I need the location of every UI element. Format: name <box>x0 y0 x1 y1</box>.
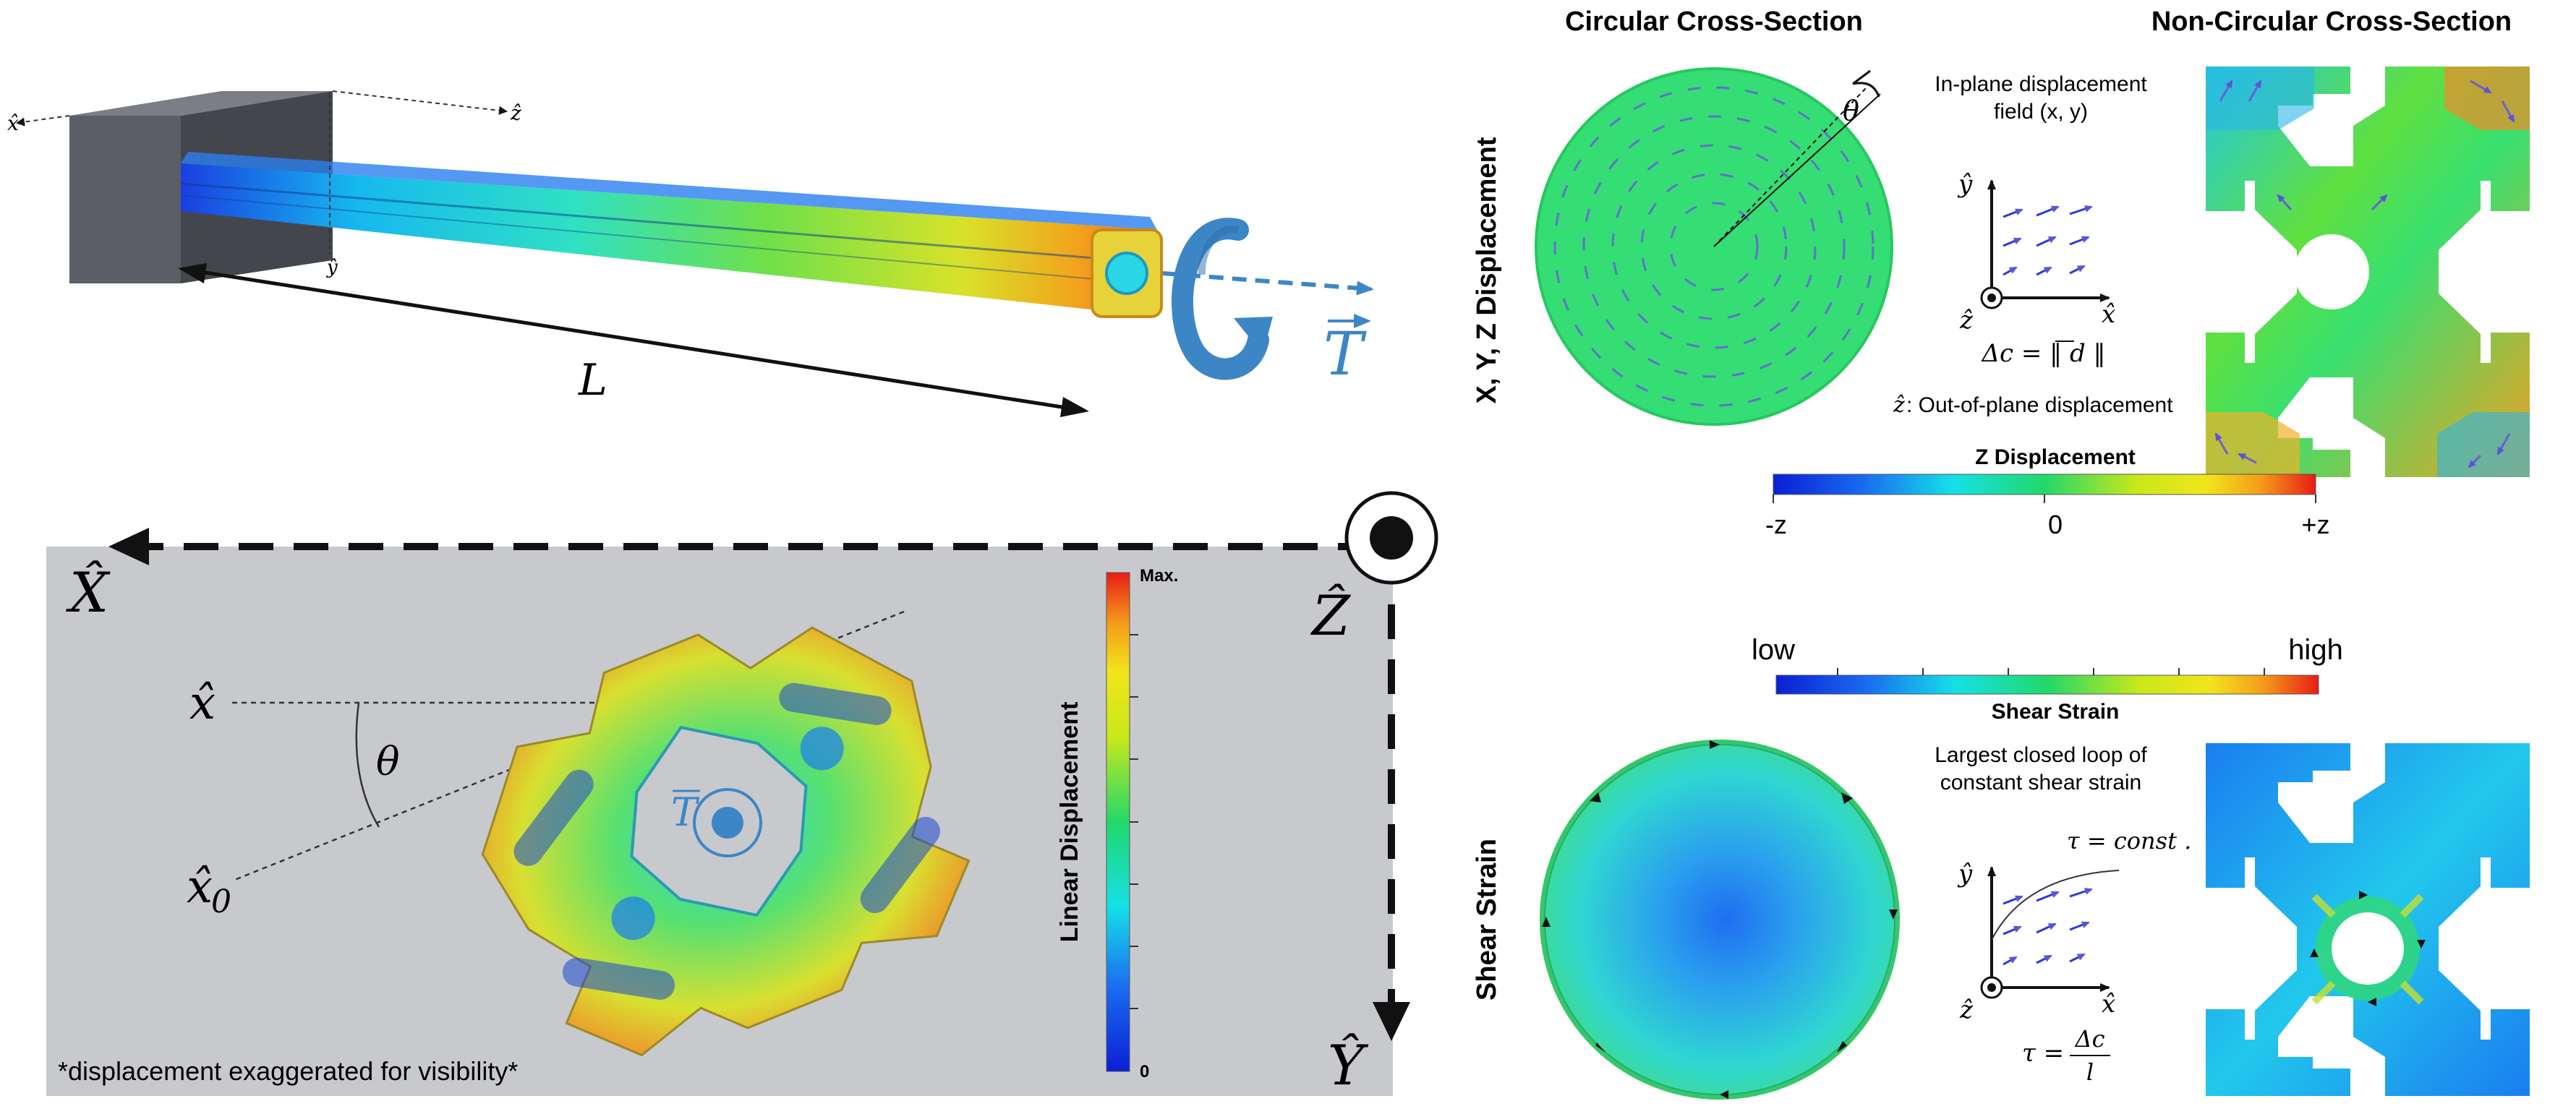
wall-top-face <box>69 91 333 116</box>
inplane-text-line2: field (x, y) <box>1994 100 2088 124</box>
tau-formula-denominator: l <box>2086 1058 2094 1086</box>
linear-displacement-colorbar <box>1106 572 1130 1072</box>
big-x-axis-arrowhead <box>108 528 149 565</box>
circular-displacement-disk: θ <box>1535 67 1893 426</box>
z-note-symbol: ẑ <box>1893 393 1905 418</box>
loop-text-line1: Largest closed loop of <box>1935 743 2147 767</box>
beam-panel: x̂ ẑ ŷ L T <box>7 90 1374 417</box>
shear-high-label: high <box>2288 634 2343 666</box>
tau-formula-numerator: Δc <box>2073 1025 2104 1053</box>
beam-slot-line <box>180 182 1158 265</box>
big-y-axis-arrowhead <box>1373 1002 1410 1041</box>
disk-theta-label: θ <box>1843 95 1859 127</box>
shear-strain-colorbar <box>1775 675 2319 695</box>
small-x0-subscript: 0 <box>211 883 231 920</box>
colorbar-ticks <box>1130 634 1138 1009</box>
beam-x-axis <box>16 115 70 127</box>
small-x-label: x̂ <box>189 677 216 730</box>
beam-body <box>181 163 1157 317</box>
length-arrowhead-right <box>1060 397 1089 417</box>
right-panel: Circular Cross-Section Non-Circular Cros… <box>1472 7 2530 1100</box>
length-label: L <box>578 355 607 406</box>
torque-label: T <box>1323 320 1367 389</box>
z-displacement-title: Z Displacement <box>1975 445 2136 469</box>
circular-shear-disk <box>1540 740 1900 1100</box>
big-axis-z-label: Ẑ <box>1310 583 1351 648</box>
rotation-theta-label: θ <box>376 739 400 784</box>
tau-formula-lhs: τ = <box>2022 1039 2064 1068</box>
beam-top-edge <box>181 152 1157 230</box>
shear-axis-x-label: x̂ <box>2102 990 2115 1019</box>
loop-text-line2: constant shear strain <box>1940 771 2141 795</box>
z-note-text: : Out-of-plane displacement <box>1906 393 2173 417</box>
colorbar-title: Linear Displacement <box>1056 702 1083 943</box>
z-colorbar-ticks <box>1773 494 2316 503</box>
inplane-axis-y-label: ŷ <box>1957 170 1973 199</box>
beam-axis-x-label: x̂ <box>7 111 19 135</box>
center-torque-ring <box>693 788 762 857</box>
shear-axis-z-label: ẑ <box>1959 995 1974 1024</box>
column-title-circular: Circular Cross-Section <box>1565 7 1863 37</box>
theta-arc <box>355 702 380 828</box>
z-displacement-colorbar <box>1773 474 2316 495</box>
z-displacement-min-label: -z <box>1765 510 1787 539</box>
shear-low-label: low <box>1752 634 1795 666</box>
center-torque-label: T <box>671 789 700 835</box>
center-torque-dot <box>712 807 743 839</box>
torque-curl-icon <box>1171 218 1269 380</box>
beam-axis-z-label: ẑ <box>510 101 521 125</box>
small-x0-label: x̂ <box>187 860 213 914</box>
colorbar-min-label: 0 <box>1140 1062 1149 1082</box>
beam-axis-y-label: ŷ <box>326 257 338 278</box>
shear-axis-y-label: ŷ <box>1957 860 1973 889</box>
row-label-displacement: X, Y, Z Displacement <box>1472 137 1502 403</box>
rotation-panel: X̂ Ẑ Ŷ x̂ x̂ 0 θ T Max. 0 L <box>46 491 1438 1097</box>
beam-z-axis <box>332 90 508 115</box>
shear-axes-diagram: ŷ x̂ ẑ <box>1957 860 2120 1024</box>
colorbar-max-label: Max. <box>1140 566 1178 586</box>
inplane-axis-z-label: ẑ <box>1959 306 1974 335</box>
shear-colorbar-ticks <box>1837 668 2265 675</box>
z-displacement-max-label: +z <box>2301 510 2329 539</box>
inplane-axes-diagram: ŷ x̂ ẑ <box>1957 170 2115 335</box>
length-dimension-line <box>182 267 1086 413</box>
z-displacement-mid-label: 0 <box>2048 510 2063 539</box>
noncircular-shear-profile <box>2206 743 2530 1096</box>
delta-c-formula: Δc = ‖ d ‖ <box>1980 339 2105 368</box>
inplane-axis-x-label: x̂ <box>2102 300 2115 329</box>
displacement-footnote: *displacement exaggerated for visibility… <box>58 1056 518 1086</box>
rotated-profile-icon <box>481 626 971 1057</box>
beam-slot-line-2 <box>180 194 1158 286</box>
inplane-text-line1: In-plane displacement <box>1935 72 2147 96</box>
wall-front-face <box>69 116 181 283</box>
beam-end-face <box>1091 228 1163 318</box>
column-title-noncircular: Non-Circular Cross-Section <box>2151 7 2512 37</box>
big-axis-y-label: Ŷ <box>1328 1032 1369 1097</box>
tau-const-label: τ = const . <box>2067 827 2191 855</box>
torque-curl-arrowhead <box>1234 317 1273 354</box>
tau-formula: τ = Δc l <box>2022 1025 2110 1086</box>
noncircular-displacement-profile <box>2206 67 2530 477</box>
length-arrowhead-left <box>178 263 207 283</box>
shear-strain-title: Shear Strain <box>1992 700 2120 724</box>
torque-vector-arrow <box>1162 271 1374 296</box>
big-axis-x-label: X̂ <box>66 560 111 625</box>
row-label-shear: Shear Strain <box>1472 839 1502 1001</box>
